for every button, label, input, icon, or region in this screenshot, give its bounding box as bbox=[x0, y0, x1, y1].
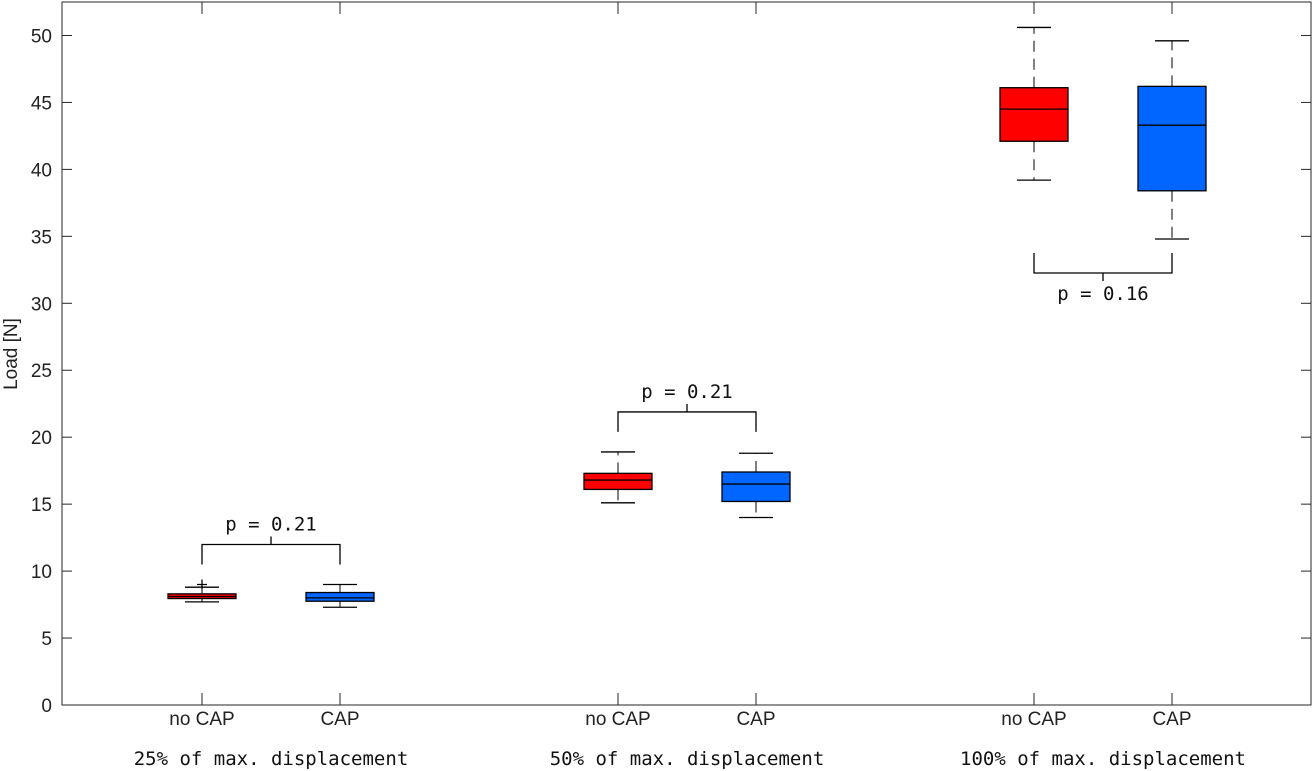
p-value-bracket: p = 0.21 bbox=[201, 513, 341, 565]
interquartile-box bbox=[1137, 85, 1207, 192]
box-no-cap bbox=[583, 451, 653, 504]
interquartile-box bbox=[305, 591, 375, 602]
interquartile-box bbox=[999, 87, 1069, 142]
interquartile-box bbox=[721, 471, 791, 503]
bracket-line bbox=[1033, 253, 1173, 282]
group-label: 25% of max. displacement bbox=[134, 748, 409, 770]
box-cap bbox=[305, 583, 375, 608]
y-tick-label: 50 bbox=[31, 26, 52, 47]
p-value-bracket: p = 0.16 bbox=[1033, 253, 1173, 305]
y-axis-label: Load [N] bbox=[1, 318, 22, 390]
p-value-label: p = 0.16 bbox=[1057, 283, 1149, 305]
box-cap bbox=[1137, 40, 1207, 240]
y-tick-label: 35 bbox=[31, 227, 52, 248]
p-value-label: p = 0.21 bbox=[641, 381, 733, 403]
y-tick-label: 30 bbox=[31, 294, 52, 315]
box-no-cap bbox=[167, 579, 237, 603]
interquartile-box bbox=[583, 472, 653, 491]
x-axis: no CAP CAP 25% of max. displacement no CAP C… bbox=[134, 2, 1246, 770]
box-series bbox=[167, 26, 1207, 608]
y-tick-label: 20 bbox=[31, 428, 52, 449]
box-cap bbox=[721, 452, 791, 519]
x-category-label: CAP bbox=[320, 709, 359, 730]
x-category-label: no CAP bbox=[1001, 709, 1066, 730]
x-category-label: no CAP bbox=[169, 709, 234, 730]
y-tick-label: 40 bbox=[31, 160, 52, 181]
y-tick-label: 0 bbox=[41, 696, 52, 717]
bracket-line bbox=[201, 536, 341, 565]
group-label: 100% of max. displacement bbox=[960, 748, 1246, 770]
y-tick-label: 45 bbox=[31, 93, 52, 114]
y-tick-label: 10 bbox=[31, 562, 52, 583]
bracket-line bbox=[617, 403, 757, 432]
significance-brackets: p = 0.21 p = 0.21 p = 0.16 bbox=[201, 253, 1173, 565]
p-value-bracket: p = 0.21 bbox=[617, 381, 757, 432]
y-tick-label: 25 bbox=[31, 361, 52, 382]
group-label: 50% of max. displacement bbox=[550, 748, 825, 770]
x-category-label: CAP bbox=[736, 709, 775, 730]
box-no-cap bbox=[999, 26, 1069, 181]
outlier-marker bbox=[197, 579, 207, 590]
y-tick-label: 15 bbox=[31, 495, 52, 516]
plot-area-frame bbox=[61, 1, 1312, 706]
y-axis: 0 5 10 15 20 25 30 35 40 45 50 bbox=[31, 26, 1311, 717]
x-category-label: CAP bbox=[1152, 709, 1191, 730]
x-category-label: no CAP bbox=[585, 709, 650, 730]
y-tick-label: 5 bbox=[41, 629, 52, 650]
p-value-label: p = 0.21 bbox=[225, 513, 317, 535]
